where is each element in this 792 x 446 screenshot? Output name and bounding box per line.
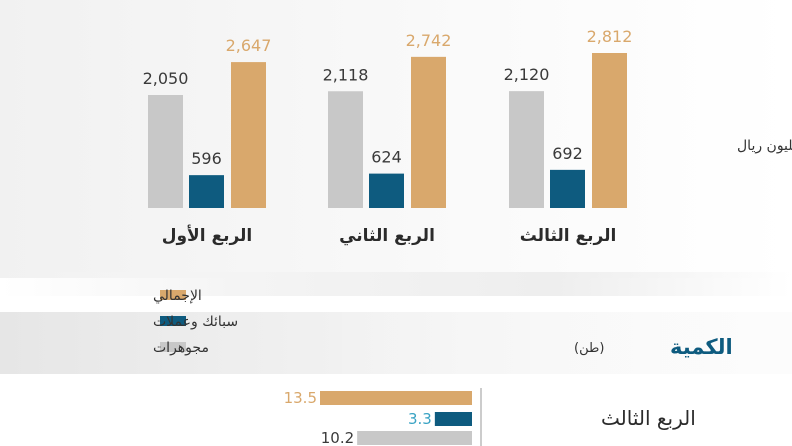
bar-total-q1 [231,62,266,208]
quantity-header-band [0,312,792,374]
data-label-total-q2: 2,742 [406,31,452,50]
hbar-coins [434,412,472,426]
legend-label-jewelry: مجوهرات [153,340,209,356]
legend-label-coins: سبائك وعملات [153,314,238,330]
data-label-coins-q1: 596 [191,149,222,168]
bar-total-q2 [411,56,446,209]
category-label-q3: الربع الثالث [520,226,617,246]
data-label-coins-q3: 692 [552,144,583,163]
legend-label-total: الإجمالي [153,288,202,304]
value-chart-panel [0,0,792,278]
legend-swatch-coins [160,316,186,326]
bar-coins-q2 [369,173,404,208]
hbar-label-jewelry: 10.2 [321,429,354,446]
legend-swatch-jewelry [160,342,186,352]
data-label-total-q1: 2,647 [226,36,272,55]
data-label-jewelry-q1: 2,050 [143,69,189,88]
bar-jewelry-q2 [328,91,363,208]
legend-swatch-total [160,290,186,300]
hbar-label-coins: 3.3 [408,410,432,428]
category-label-q1: الربع الأول [162,225,253,246]
data-label-coins-q2: 624 [371,148,402,167]
bar-jewelry-q1 [148,95,183,208]
quantity-category-label: الربع الثالث [601,406,696,430]
bar-jewelry-q3 [509,91,544,208]
unit-label: مليون ريال [737,138,792,154]
bar-coins-q3 [550,169,585,208]
hbar-label-total: 13.5 [284,389,317,407]
data-label-jewelry-q3: 2,120 [504,65,550,84]
quantity-unit: (طن) [574,341,604,356]
hbar-total [320,391,472,405]
hbar-jewelry [357,431,472,445]
data-label-total-q3: 2,812 [587,27,633,46]
quantity-title: الكمية [670,335,733,359]
category-label-q2: الربع الثاني [339,226,435,246]
quantity-header-band-fade [290,312,792,374]
section-divider [0,272,792,296]
bar-coins-q1 [189,175,224,208]
data-label-jewelry-q2: 2,118 [323,65,369,84]
bar-total-q3 [592,53,627,208]
